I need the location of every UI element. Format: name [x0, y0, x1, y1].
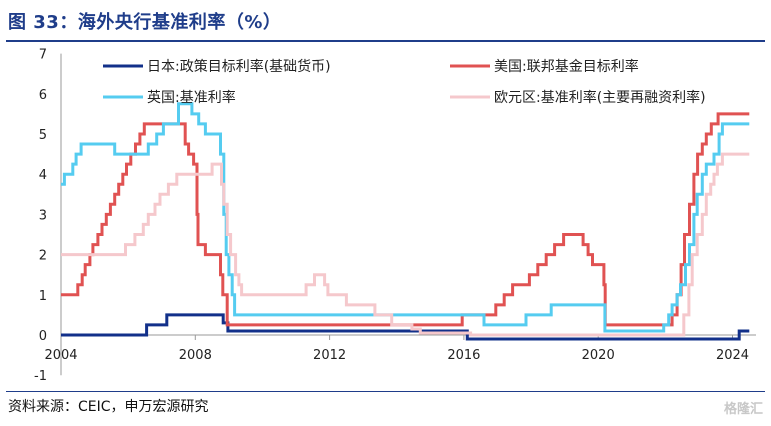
series-line-2	[61, 102, 750, 333]
y-tick-label: 6	[39, 88, 47, 103]
x-tick-label: 2020	[582, 348, 615, 363]
x-tick-label: 2024	[716, 348, 749, 363]
y-tick-label: 4	[39, 168, 47, 183]
x-tick-label: 2016	[447, 348, 480, 363]
y-tick-label: 7	[39, 48, 47, 63]
y-tick-label: 2	[39, 249, 47, 264]
legend-label: 日本:政策目标利率(基础货币)	[147, 58, 331, 75]
y-tick-label: 3	[39, 208, 47, 223]
legend-label: 美国:联邦基金目标利率	[494, 58, 639, 75]
y-tick-label: -1	[34, 369, 47, 384]
chart-axes: -1 0 1 2 3 4 5 6 7 2004 2008 2012 2016 2020 2024	[34, 48, 756, 384]
x-tick-label: 2008	[179, 348, 212, 363]
series-line-1	[61, 112, 750, 327]
y-tick-label: 0	[39, 329, 47, 344]
title-divider	[6, 40, 765, 42]
page-title: 图 33：海外央行基准利率（%）	[8, 12, 282, 33]
source-note: 资料来源：CEIC，申万宏源研究	[8, 399, 209, 415]
footer-divider	[6, 391, 765, 392]
series-line-0	[61, 313, 750, 341]
y-tick-label: 1	[39, 289, 47, 304]
x-tick-label: 2004	[44, 348, 77, 363]
watermark-logo: 格隆汇	[723, 402, 763, 417]
chart-series	[61, 102, 750, 341]
series-line-3	[61, 152, 750, 337]
x-tick-label: 2012	[313, 348, 346, 363]
legend-label: 英国:基准利率	[147, 89, 236, 106]
legend-label: 欧元区:基准利率(主要再融资利率)	[494, 89, 706, 106]
y-tick-label: 5	[39, 128, 47, 143]
